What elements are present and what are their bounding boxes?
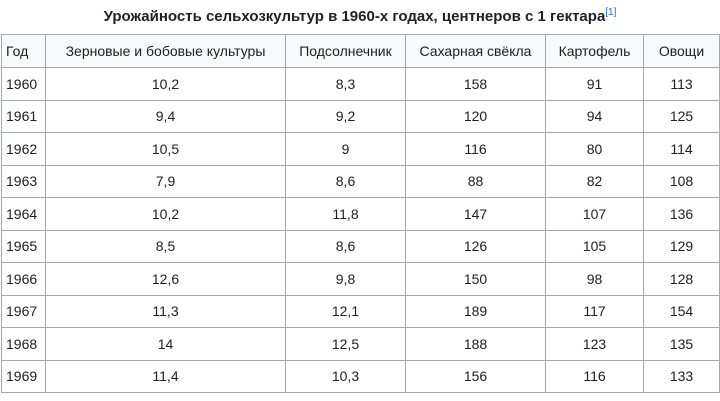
year-cell: 1961	[1, 99, 46, 133]
value-cell: 10,2	[45, 197, 286, 231]
table-row: 1962 10,5 9 116 80 114	[1, 132, 720, 166]
column-header: Картофель	[545, 34, 644, 68]
value-cell: 156	[405, 359, 546, 393]
value-cell: 129	[643, 229, 720, 263]
value-cell: 116	[405, 132, 546, 166]
yield-table: Год Зерновые и бобовые культуры Подсолнечн…	[1, 34, 720, 393]
year-cell: 1962	[1, 132, 46, 166]
value-cell: 125	[643, 99, 720, 133]
table-row: 1960 10,2 8,3 158 91 113	[1, 67, 720, 101]
column-header: Подсолнечник	[285, 34, 406, 68]
value-cell: 117	[545, 294, 644, 328]
value-cell: 82	[545, 164, 644, 198]
value-cell: 158	[405, 67, 546, 101]
value-cell: 8,6	[285, 229, 406, 263]
value-cell: 12,5	[285, 327, 406, 361]
value-cell: 9,8	[285, 262, 406, 296]
value-cell: 8,5	[45, 229, 286, 263]
value-cell: 11,4	[45, 359, 286, 393]
table-row: 1963 7,9 8,6 88 82 108	[1, 164, 720, 198]
year-cell: 1966	[1, 262, 46, 296]
year-cell: 1969	[1, 359, 46, 393]
table-row: 1964 10,2 11,8 147 107 136	[1, 197, 720, 231]
value-cell: 7,9	[45, 164, 286, 198]
value-cell: 114	[643, 132, 720, 166]
table-row: 1969 11,4 10,3 156 116 133	[1, 359, 720, 393]
value-cell: 88	[405, 164, 546, 198]
value-cell: 98	[545, 262, 644, 296]
value-cell: 107	[545, 197, 644, 231]
value-cell: 12,1	[285, 294, 406, 328]
value-cell: 150	[405, 262, 546, 296]
value-cell: 94	[545, 99, 644, 133]
column-header: Сахарная свёкла	[405, 34, 546, 68]
value-cell: 9	[285, 132, 406, 166]
table-row: 1961 9,4 9,2 120 94 125	[1, 99, 720, 133]
value-cell: 10,3	[285, 359, 406, 393]
reference-link[interactable]: [1]	[605, 7, 617, 18]
value-cell: 120	[405, 99, 546, 133]
value-cell: 147	[405, 197, 546, 231]
value-cell: 9,4	[45, 99, 286, 133]
column-header: Год	[1, 34, 46, 68]
value-cell: 189	[405, 294, 546, 328]
year-cell: 1963	[1, 164, 46, 198]
year-cell: 1968	[1, 327, 46, 361]
year-cell: 1967	[1, 294, 46, 328]
value-cell: 116	[545, 359, 644, 393]
year-cell: 1965	[1, 229, 46, 263]
value-cell: 8,6	[285, 164, 406, 198]
table-body: 1960 10,2 8,3 158 91 113 1961 9,4 9,2 120 94 125 196…	[1, 67, 720, 393]
table-row: 1965 8,5 8,6 126 105 129	[1, 229, 720, 263]
value-cell: 14	[45, 327, 286, 361]
value-cell: 12,6	[45, 262, 286, 296]
value-cell: 8,3	[285, 67, 406, 101]
value-cell: 133	[643, 359, 720, 393]
value-cell: 91	[545, 67, 644, 101]
value-cell: 10,2	[45, 67, 286, 101]
header-row: Год Зерновые и бобовые культуры Подсолнечн…	[1, 34, 720, 68]
value-cell: 136	[643, 197, 720, 231]
value-cell: 126	[405, 229, 546, 263]
table-caption: Урожайность сельхозкультур в 1960-х года…	[0, 0, 720, 34]
value-cell: 128	[643, 262, 720, 296]
caption-title: Урожайность сельхозкультур в 1960-х года…	[103, 8, 606, 25]
table-row: 1966 12,6 9,8 150 98 128	[1, 262, 720, 296]
value-cell: 80	[545, 132, 644, 166]
value-cell: 10,5	[45, 132, 286, 166]
value-cell: 123	[545, 327, 644, 361]
table-row: 1967 11,3 12,1 189 117 154	[1, 294, 720, 328]
value-cell: 105	[545, 229, 644, 263]
value-cell: 11,8	[285, 197, 406, 231]
value-cell: 9,2	[285, 99, 406, 133]
table-row: 1968 14 12,5 188 123 135	[1, 327, 720, 361]
value-cell: 11,3	[45, 294, 286, 328]
value-cell: 188	[405, 327, 546, 361]
value-cell: 113	[643, 67, 720, 101]
value-cell: 135	[643, 327, 720, 361]
value-cell: 154	[643, 294, 720, 328]
year-cell: 1964	[1, 197, 46, 231]
year-cell: 1960	[1, 67, 46, 101]
value-cell: 108	[643, 164, 720, 198]
column-header: Зерновые и бобовые культуры	[45, 34, 286, 68]
column-header: Овощи	[643, 34, 720, 68]
